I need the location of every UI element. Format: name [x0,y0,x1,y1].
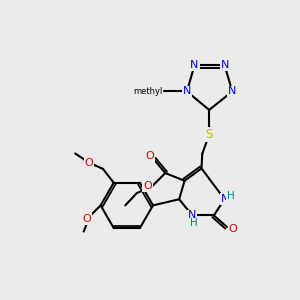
Text: N: N [188,210,196,220]
Text: N: N [220,194,229,204]
Text: O: O [85,158,93,168]
Text: methyl: methyl [133,87,162,96]
Text: N: N [190,60,199,70]
Text: S: S [206,128,213,141]
Text: O: O [229,224,237,233]
Text: H: H [190,218,198,228]
Text: O: O [146,151,154,161]
Text: N: N [228,86,236,96]
Text: N: N [220,60,229,70]
Text: H: H [227,191,235,201]
Text: O: O [82,214,91,224]
Text: N: N [183,86,191,96]
Text: O: O [143,181,152,191]
